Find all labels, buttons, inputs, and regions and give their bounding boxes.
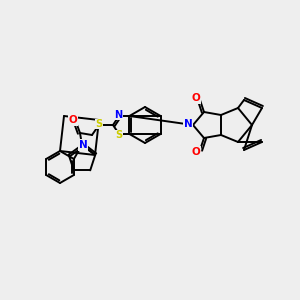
Text: N: N bbox=[114, 110, 122, 120]
Text: O: O bbox=[192, 147, 200, 157]
Text: N: N bbox=[79, 140, 87, 150]
Text: O: O bbox=[69, 115, 77, 125]
Text: N: N bbox=[184, 119, 192, 129]
Text: S: S bbox=[95, 119, 103, 129]
Text: S: S bbox=[116, 130, 123, 140]
Text: O: O bbox=[192, 93, 200, 103]
